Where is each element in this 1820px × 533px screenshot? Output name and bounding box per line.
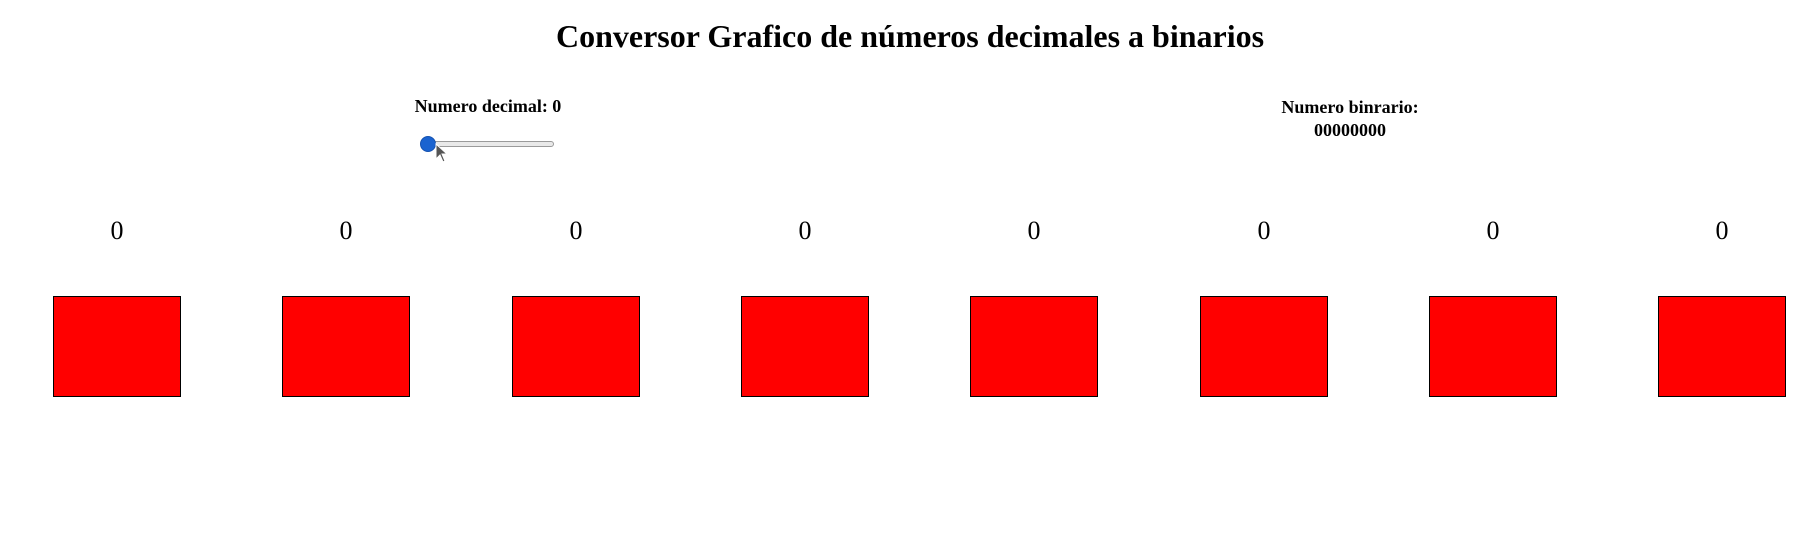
bit-box — [282, 296, 410, 397]
bit-box — [741, 296, 869, 397]
bit-box — [1429, 296, 1557, 397]
bit-box — [512, 296, 640, 397]
page-title: Conversor Grafico de números decimales a… — [555, 18, 1265, 54]
bit-box — [970, 296, 1098, 397]
bit-box — [53, 296, 181, 397]
binary-panel: Numero binrario: 00000000 — [1230, 96, 1470, 142]
decimal-label: Numero decimal: 0 — [414, 96, 562, 116]
bit-value: 0 — [110, 216, 124, 245]
bit-value: 0 — [569, 216, 583, 245]
bit-value: 0 — [1257, 216, 1271, 245]
bit-value: 0 — [339, 216, 353, 245]
bit-box — [1658, 296, 1786, 397]
mouse-pointer-icon — [435, 143, 449, 163]
decimal-panel: Numero decimal: 0 — [398, 96, 578, 117]
bit-value: 0 — [798, 216, 812, 245]
binary-label: Numero binrario: — [1281, 97, 1419, 117]
bit-value: 0 — [1027, 216, 1041, 245]
binary-value: 00000000 — [1314, 120, 1386, 140]
bit-box — [1200, 296, 1328, 397]
bit-value: 0 — [1715, 216, 1729, 245]
bit-value: 0 — [1486, 216, 1500, 245]
